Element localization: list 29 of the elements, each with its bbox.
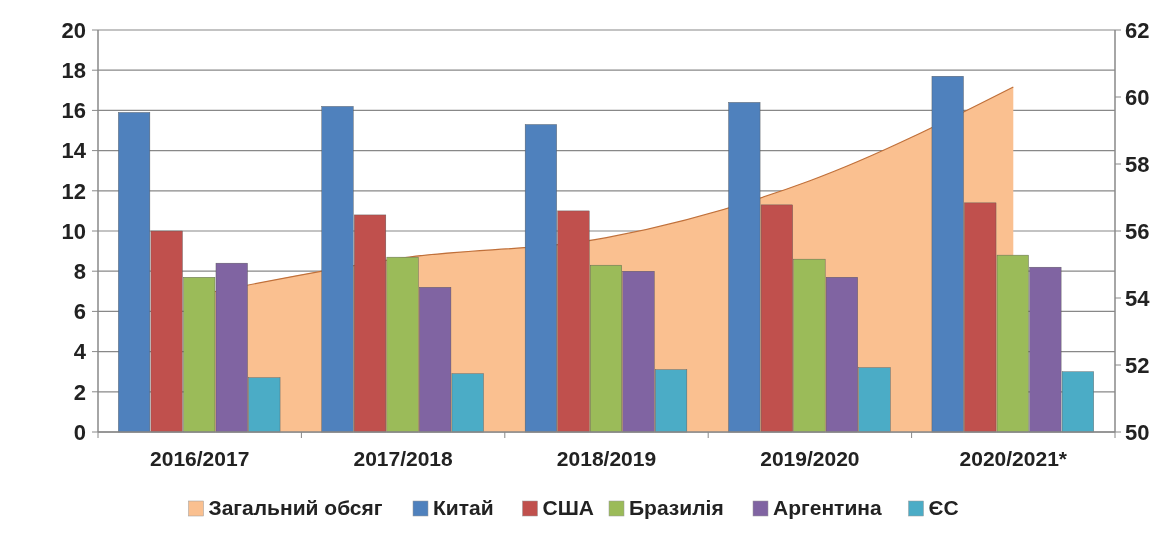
x-tick-label: 2017/2018 xyxy=(353,447,454,470)
y-tick-label: 0 xyxy=(73,419,86,445)
legend-label: США xyxy=(542,496,594,519)
y2-tick-label: 50 xyxy=(1125,419,1150,445)
legend-label: Загальний обсяг xyxy=(208,496,383,519)
y-tick-label: 16 xyxy=(61,98,86,124)
y-tick-label: 20 xyxy=(61,17,86,43)
y-tick-label: 2 xyxy=(73,379,86,405)
legend-label: ЄС xyxy=(928,496,959,519)
y2-tick-label: 52 xyxy=(1125,352,1150,378)
x-tick-label: 2018/2019 xyxy=(556,447,657,470)
y2-tick-label: 58 xyxy=(1125,151,1150,177)
y-tick-label: 12 xyxy=(61,178,86,204)
x-tick-label: 2019/2020 xyxy=(760,447,860,470)
y-tick-label: 14 xyxy=(61,138,87,164)
x-tick-label: 2016/2017 xyxy=(150,447,250,470)
y2-tick-label: 54 xyxy=(1125,285,1151,311)
y-tick-label: 10 xyxy=(61,218,86,244)
y2-tick-label: 62 xyxy=(1125,17,1150,43)
legend-label: Бразилія xyxy=(629,496,724,519)
y2-tick-label: 56 xyxy=(1125,218,1150,244)
legend-label: Аргентина xyxy=(773,496,882,519)
x-tick-label: 2020/2021* xyxy=(959,447,1068,470)
y-tick-label: 6 xyxy=(73,299,86,325)
y-tick-label: 8 xyxy=(73,258,86,284)
y2-tick-label: 60 xyxy=(1125,84,1150,110)
legend-label: Китай xyxy=(433,496,494,519)
y-tick-label: 18 xyxy=(61,57,86,83)
y-tick-label: 4 xyxy=(73,339,87,365)
